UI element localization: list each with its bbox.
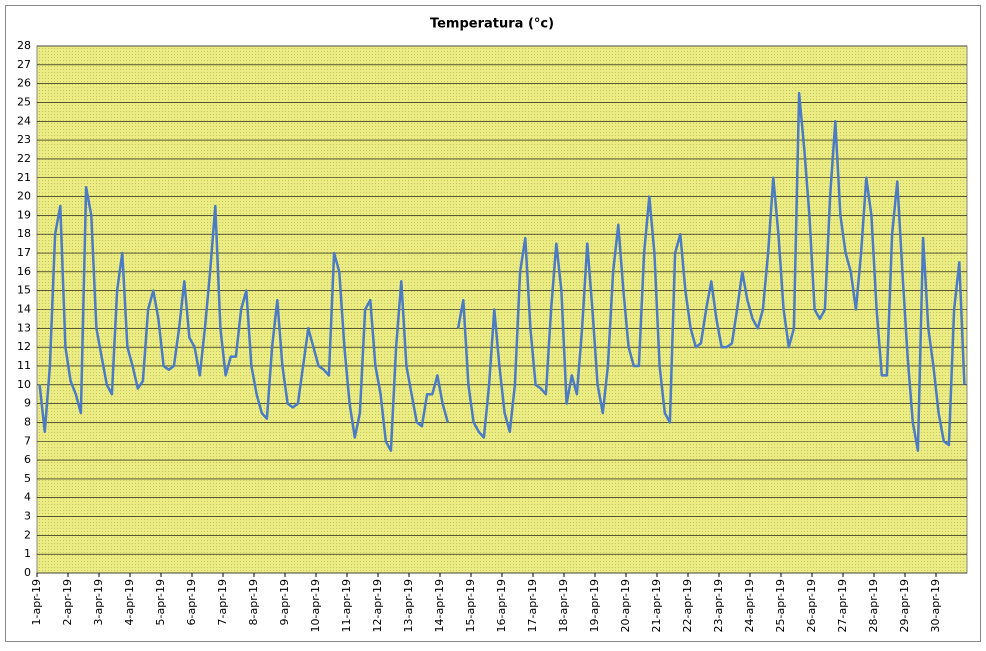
- y-tick-label: 11: [17, 359, 31, 372]
- x-tick-label: 13-apr-19: [402, 579, 415, 632]
- y-tick-label: 13: [17, 321, 31, 334]
- y-tick-label: 0: [24, 566, 31, 579]
- y-tick-label: 23: [17, 133, 31, 146]
- y-tick-label: 14: [17, 303, 31, 316]
- x-tick-label: 8-apr-19: [247, 579, 260, 625]
- x-tick-label: 29-apr-19: [898, 579, 911, 632]
- x-tick-label: 26-apr-19: [805, 579, 818, 632]
- x-tick-label: 6-apr-19: [185, 579, 198, 625]
- y-tick-label: 25: [17, 95, 31, 108]
- line-series: [456, 91, 966, 452]
- x-tick-label: 10-apr-19: [309, 579, 322, 632]
- x-tick-label: 16-apr-19: [495, 579, 508, 632]
- x-tick-label: 4-apr-19: [123, 579, 136, 625]
- y-tick-label: 24: [17, 114, 31, 127]
- y-tick-label: 7: [24, 434, 31, 447]
- y-tick-label: 3: [24, 510, 31, 523]
- chart-title: Temperatura (°c): [430, 17, 554, 32]
- y-tick-label: 12: [17, 340, 31, 353]
- x-tick-label: 3-apr-19: [92, 579, 105, 625]
- line-series: [38, 185, 450, 452]
- y-tick-label: 22: [17, 152, 31, 165]
- y-tick-label: 16: [17, 265, 31, 278]
- y-tick-label: 1: [24, 547, 31, 560]
- y-tick-label: 20: [17, 190, 31, 203]
- y-tick-label: 5: [24, 472, 31, 485]
- x-tick-label: 7-apr-19: [216, 579, 229, 625]
- x-tick-label: 21-apr-19: [650, 579, 663, 632]
- x-tick-label: 20-apr-19: [619, 579, 632, 632]
- x-tick-label: 18-apr-19: [557, 579, 570, 632]
- y-tick-label: 28: [17, 39, 31, 52]
- x-tick-label: 1-apr-19: [30, 579, 43, 625]
- y-tick-label: 17: [17, 246, 31, 259]
- x-tick-label: 27-apr-19: [836, 579, 849, 632]
- y-tick-label: 15: [17, 284, 31, 297]
- x-tick-label: 14-apr-19: [433, 579, 446, 632]
- y-tick-label: 26: [17, 77, 31, 90]
- x-tick-label: 17-apr-19: [526, 579, 539, 632]
- y-tick-label: 10: [17, 378, 31, 391]
- x-tick-label: 25-apr-19: [774, 579, 787, 632]
- y-tick-label: 19: [17, 208, 31, 221]
- x-tick-label: 19-apr-19: [588, 579, 601, 632]
- x-tick-label: 30-apr-19: [929, 579, 942, 632]
- x-tick-label: 23-apr-19: [712, 579, 725, 632]
- x-tick-label: 2-apr-19: [61, 579, 74, 625]
- y-tick-label: 4: [24, 491, 31, 504]
- y-tick-label: 2: [24, 528, 31, 541]
- x-tick-label: 24-apr-19: [743, 579, 756, 632]
- y-tick-label: 18: [17, 227, 31, 240]
- x-tick-label: 5-apr-19: [154, 579, 167, 625]
- y-tick-label: 8: [24, 415, 31, 428]
- x-tick-label: 11-apr-19: [340, 579, 353, 632]
- x-tick-label: 15-apr-19: [464, 579, 477, 632]
- x-tick-label: 12-apr-19: [371, 579, 384, 632]
- y-tick-label: 21: [17, 171, 31, 184]
- x-tick-label: 9-apr-19: [278, 579, 291, 625]
- x-tick-label: 28-apr-19: [867, 579, 880, 632]
- y-tick-label: 27: [17, 58, 31, 71]
- y-tick-label: 9: [24, 397, 31, 410]
- x-tick-label: 22-apr-19: [681, 579, 694, 632]
- y-tick-label: 6: [24, 453, 31, 466]
